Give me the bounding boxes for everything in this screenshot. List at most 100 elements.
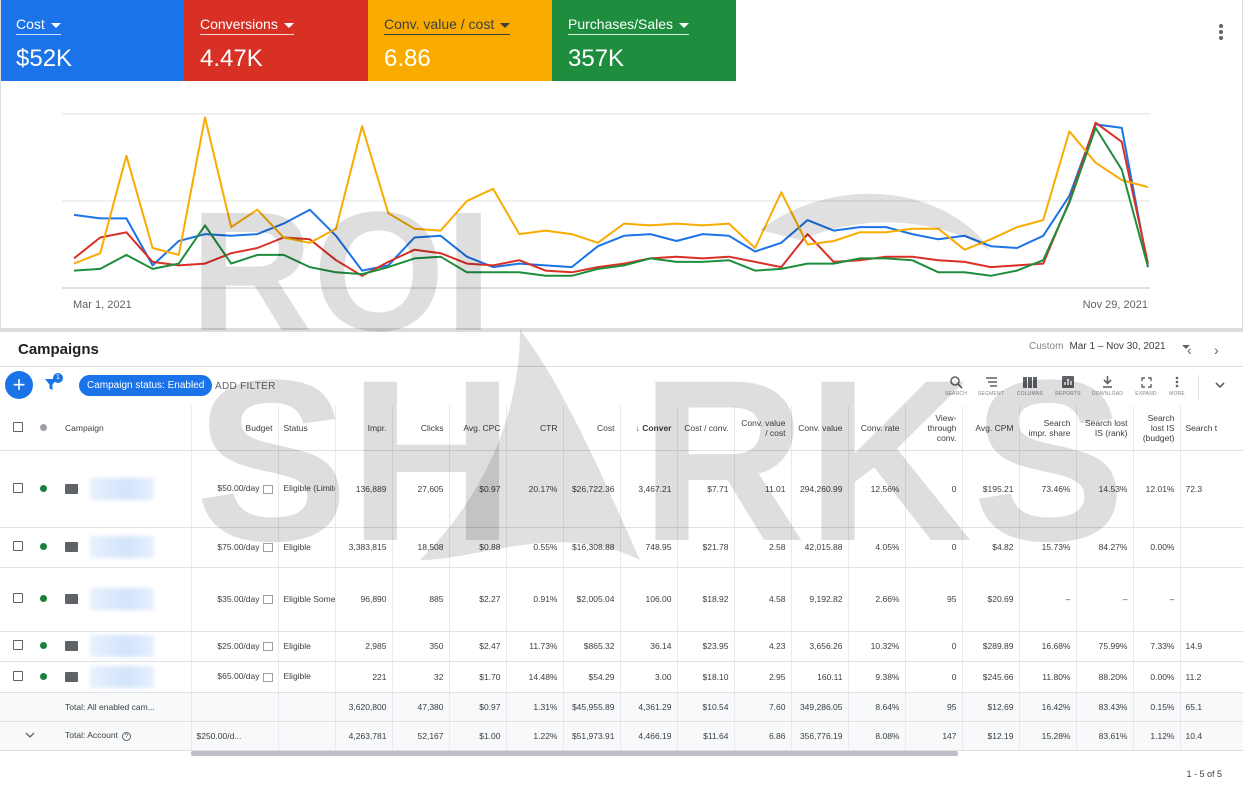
budget-cell[interactable]: $75.00/day xyxy=(217,541,260,552)
col-clicks[interactable]: Clicks xyxy=(392,406,450,451)
expand-button[interactable]: EXPAND xyxy=(1131,375,1161,397)
table-row[interactable]: $65.00/day Eligible 221 32 $1.70 14.48% $54.29… xyxy=(0,661,1243,693)
dropdown-arrow-icon xyxy=(1181,344,1190,349)
col-conv-value[interactable]: Conv. value xyxy=(791,406,849,451)
data-cell xyxy=(1180,527,1243,568)
search-button[interactable]: SEARCH xyxy=(941,375,971,397)
search-campaign-icon xyxy=(65,483,78,494)
add-campaign-button[interactable]: + xyxy=(5,371,33,399)
col-campaign[interactable]: Campaign xyxy=(60,406,192,451)
total-cell: 10.4 xyxy=(1180,721,1243,751)
col-search-top[interactable]: Search t xyxy=(1180,406,1243,451)
more-vert-icon[interactable] xyxy=(1213,22,1229,42)
table-row[interactable]: $35.00/day Eligible Some ads limited by p… xyxy=(0,567,1243,632)
download-button[interactable]: DOWNLOAD xyxy=(1092,375,1123,397)
row-checkbox[interactable] xyxy=(12,670,23,681)
fullscreen-icon xyxy=(1140,376,1152,388)
budget-cell[interactable]: $65.00/day xyxy=(217,671,260,682)
total-cell: $51,973.91 xyxy=(563,721,621,751)
data-cell: 3,467.21 xyxy=(620,450,678,528)
data-cell: $289.89 xyxy=(962,631,1020,662)
row-checkbox[interactable] xyxy=(12,593,23,603)
metric-card-conv-value-cost[interactable]: Conv. value / cost 6.86 xyxy=(368,0,552,81)
col-ctr[interactable]: CTR xyxy=(506,406,564,451)
col-cost-per-conv[interactable]: Cost / conv. xyxy=(677,406,735,451)
budget-cell[interactable]: $50.00/day xyxy=(217,483,260,494)
total-cell: 8.64% xyxy=(848,692,906,722)
col-search-lost-is-budget[interactable]: Search lost IS (budget) xyxy=(1133,406,1181,451)
row-checkbox[interactable] xyxy=(12,640,23,650)
total-cell: 4,361.29 xyxy=(620,692,678,722)
col-view-through-conv[interactable]: View-through conv. xyxy=(905,406,963,451)
budget-cell[interactable]: $25.00/day xyxy=(217,640,260,651)
data-cell: 0 xyxy=(905,527,963,568)
data-cell: $54.29 xyxy=(563,661,621,693)
campaign-name-redacted[interactable] xyxy=(90,635,154,657)
data-cell: 36.14 xyxy=(620,631,678,662)
series-line-0 xyxy=(73,123,1149,272)
col-impr[interactable]: Impr. xyxy=(335,406,393,451)
data-cell: 106.00 xyxy=(620,567,678,632)
help-icon[interactable]: ? xyxy=(121,731,131,741)
add-filter-button[interactable]: ADD FILTER xyxy=(215,381,276,392)
budget-chart-icon[interactable] xyxy=(262,642,273,652)
data-cell: $21.78 xyxy=(677,527,735,568)
budget-chart-icon[interactable] xyxy=(262,543,273,553)
data-cell: 2,985 xyxy=(335,631,393,662)
table-row[interactable]: $25.00/day Eligible 2,985 350 $2.47 11.73% $86… xyxy=(0,631,1243,662)
expand-more-icon[interactable] xyxy=(25,731,35,739)
status-cell: Eligible (Limited: Limited by budget) xyxy=(278,450,336,528)
campaign-status-filter-chip[interactable]: Campaign status: Enabled xyxy=(79,375,213,396)
col-conversions[interactable]: ↓ Conver xyxy=(620,406,678,451)
col-cost[interactable]: Cost xyxy=(563,406,621,451)
chevron-left-icon[interactable]: ‹ xyxy=(1187,342,1192,358)
col-budget[interactable]: Budget xyxy=(191,406,279,451)
col-search-impr-share[interactable]: Search impr. share xyxy=(1019,406,1077,451)
metric-card-purchases-sales[interactable]: Purchases/Sales 357K xyxy=(552,0,736,81)
col-search-lost-is-rank[interactable]: Search lost IS (rank) xyxy=(1076,406,1134,451)
campaign-name-redacted[interactable] xyxy=(90,665,154,688)
toolbar-separator xyxy=(1198,375,1199,400)
data-cell: 14.48% xyxy=(506,661,564,693)
row-checkbox[interactable] xyxy=(12,482,23,493)
data-cell: 73.46% xyxy=(1019,450,1077,528)
smart-campaign-icon xyxy=(65,594,78,604)
col-avg-cpc[interactable]: Avg. CPC xyxy=(449,406,507,451)
more-button[interactable]: MORE xyxy=(1162,375,1192,397)
budget-chart-icon[interactable] xyxy=(262,484,273,494)
chevron-right-icon[interactable]: › xyxy=(1214,342,1219,358)
reports-button[interactable]: REPORTS xyxy=(1053,375,1083,397)
chevron-down-icon[interactable] xyxy=(1214,380,1226,390)
budget-chart-icon[interactable] xyxy=(262,672,273,682)
table-row[interactable]: $50.00/day Eligible (Limited: Limited by … xyxy=(0,450,1243,528)
row-checkbox[interactable] xyxy=(12,541,23,551)
metric-card-cost[interactable]: Cost $52K xyxy=(0,0,184,81)
columns-button[interactable]: COLUMNS xyxy=(1015,375,1045,397)
campaign-name-redacted[interactable] xyxy=(90,536,154,558)
budget-cell[interactable]: $35.00/day xyxy=(217,593,260,604)
metric-label: Conv. value / cost xyxy=(384,16,511,35)
campaign-name-redacted[interactable] xyxy=(90,588,154,610)
status-cell: Eligible xyxy=(278,527,336,568)
col-conv-rate[interactable]: Conv. rate xyxy=(848,406,906,451)
metric-card-conversions[interactable]: Conversions 4.47K xyxy=(184,0,368,81)
data-cell: $20.69 xyxy=(962,567,1020,632)
campaign-name-redacted[interactable] xyxy=(90,477,154,500)
total-cell: 65.1 xyxy=(1180,692,1243,722)
date-range-picker[interactable]: Custom Mar 1 – Nov 30, 2021 xyxy=(1029,341,1190,352)
data-cell: $0.97 xyxy=(449,450,507,528)
total-cell: 52,167 xyxy=(392,721,450,751)
budget-chart-icon[interactable] xyxy=(262,595,273,605)
total-cell: 7.60 xyxy=(734,692,792,722)
horizontal-scrollbar[interactable] xyxy=(191,751,958,756)
caret-down-icon xyxy=(679,22,690,28)
table-row[interactable]: $75.00/day Eligible 3,383,815 18,508 $0.88 0.… xyxy=(0,527,1243,568)
col-status[interactable]: Status xyxy=(278,406,336,451)
series-line-2 xyxy=(73,116,1149,265)
col-conv-value-cost[interactable]: Conv. value / cost xyxy=(734,406,792,451)
total-enabled-label: Total: All enabled cam... xyxy=(60,692,192,722)
select-all-checkbox[interactable] xyxy=(12,421,23,432)
data-cell: 12.01% xyxy=(1133,450,1181,528)
col-avg-cpm[interactable]: Avg. CPM xyxy=(962,406,1020,451)
segment-button[interactable]: SEGMENT xyxy=(976,375,1006,397)
